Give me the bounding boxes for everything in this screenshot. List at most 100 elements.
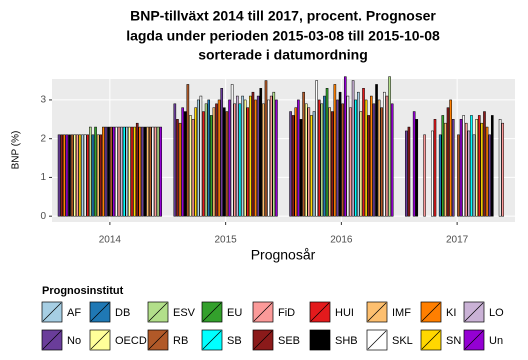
bar (148, 126, 152, 217)
legend-label: Un (489, 335, 503, 347)
bar (354, 99, 358, 217)
bar (215, 103, 218, 217)
bar (501, 122, 505, 217)
bar (189, 115, 192, 217)
bar (351, 80, 355, 217)
bar (330, 111, 334, 217)
legend-key-slash (253, 302, 273, 322)
bar (262, 103, 265, 217)
bar (431, 130, 434, 217)
bar (446, 107, 450, 217)
bar (341, 103, 344, 217)
legend-label: HUI (335, 307, 354, 319)
bar (254, 99, 257, 217)
bar (230, 84, 234, 217)
bar (120, 126, 123, 217)
bar (89, 126, 92, 217)
bar (143, 126, 147, 217)
bar (73, 134, 77, 217)
bar (483, 111, 486, 217)
bar (485, 126, 489, 217)
y-tick-label: 1 (40, 172, 46, 183)
bar (241, 95, 244, 217)
bar (176, 119, 179, 217)
bar (362, 88, 365, 217)
chart-title: lagda under perioden 2015-03-08 till 201… (126, 28, 440, 44)
bar (289, 111, 292, 217)
bar (323, 95, 326, 217)
bar (477, 115, 481, 217)
legend-key-slash (253, 330, 273, 350)
bar (96, 134, 100, 217)
x-tick-label: 2014 (99, 235, 122, 246)
legend-title: Prognosinstitut (42, 285, 124, 297)
x-axis-label: Prognosår (251, 247, 316, 263)
bar (357, 91, 360, 217)
bar (68, 134, 71, 217)
bar (209, 115, 213, 217)
bar (83, 134, 87, 217)
bar (459, 119, 463, 217)
bar (407, 126, 411, 217)
bar (390, 103, 394, 217)
bar (307, 107, 311, 217)
bar (141, 126, 144, 217)
bar (467, 130, 471, 217)
bar (480, 122, 484, 217)
bar (204, 103, 208, 217)
bar (76, 134, 79, 217)
bar (122, 126, 126, 217)
bar (191, 119, 195, 217)
bar (438, 134, 442, 217)
bar (109, 126, 113, 217)
bar (388, 76, 391, 217)
bar (178, 122, 182, 217)
legend-key-slash (310, 330, 330, 350)
bar (57, 134, 61, 217)
bar (102, 126, 105, 217)
legend-label: EU (227, 307, 242, 319)
bar (475, 119, 478, 217)
bar (196, 99, 200, 217)
legend-label: AF (67, 307, 81, 319)
bar (117, 126, 121, 217)
legend-label: OECD (115, 335, 147, 347)
bar (338, 91, 342, 217)
bar (343, 76, 347, 217)
bar (99, 134, 103, 217)
bar (217, 99, 221, 217)
bar (498, 119, 502, 217)
legend-key-slash (148, 330, 168, 350)
bar (377, 99, 381, 217)
bar (78, 134, 82, 217)
bar (412, 111, 416, 217)
bar (423, 134, 426, 217)
bar (202, 111, 205, 217)
bar (91, 134, 95, 217)
bar (223, 107, 226, 217)
legend-key-slash (90, 302, 110, 322)
bar (133, 126, 136, 217)
bar (243, 99, 247, 217)
bar (259, 88, 263, 217)
bar (112, 126, 116, 217)
bar (472, 134, 476, 217)
bar (233, 103, 237, 217)
legend-label: No (67, 335, 81, 347)
legend-key-slash (42, 330, 62, 350)
bar (183, 111, 187, 217)
legend-key-slash (202, 330, 222, 350)
bar (294, 107, 298, 217)
bar (269, 95, 273, 217)
bar (375, 84, 378, 217)
legend-key-slash (421, 330, 441, 350)
bar (415, 119, 419, 217)
bar (212, 107, 216, 217)
bar (433, 119, 437, 217)
bar (256, 95, 260, 217)
bar (220, 88, 224, 217)
bar (194, 107, 197, 217)
bar (297, 99, 300, 217)
legend-key-slash (90, 330, 110, 350)
bar (441, 115, 445, 217)
